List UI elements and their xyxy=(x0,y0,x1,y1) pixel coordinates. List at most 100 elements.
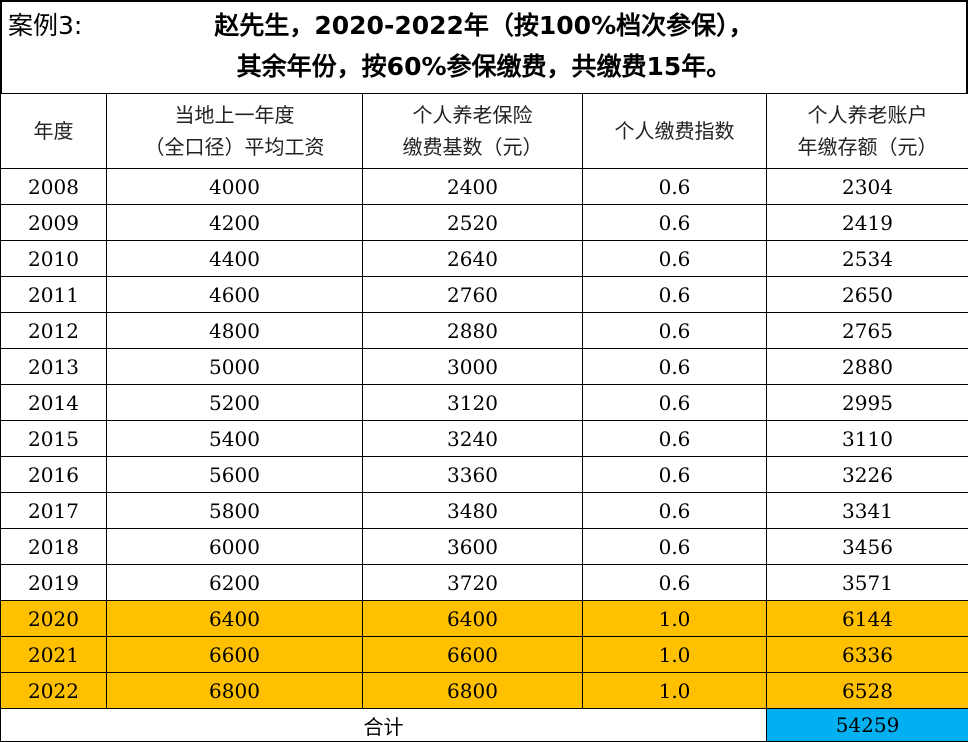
cell-contribution-index: 1.0 xyxy=(583,601,767,637)
cell-contribution-base: 6800 xyxy=(363,673,583,709)
cell-contribution-index: 1.0 xyxy=(583,673,767,709)
cell-annual-deposit: 3456 xyxy=(767,529,968,565)
header-year-label: 年度 xyxy=(1,115,106,147)
cell-annual-deposit: 2880 xyxy=(767,349,968,385)
cell-contribution-index: 0.6 xyxy=(583,457,767,493)
title-line-1: 赵先生，2020-2022年（按100%档次参保）， xyxy=(2,6,966,42)
header-deposit-line1: 个人养老账户 xyxy=(767,99,968,131)
header-contribution-index: 个人缴费指数 xyxy=(583,94,767,169)
cell-year: 2021 xyxy=(1,637,107,673)
cell-annual-deposit: 3341 xyxy=(767,493,968,529)
cell-annual-deposit: 3571 xyxy=(767,565,968,601)
cell-avg-wage: 5600 xyxy=(107,457,363,493)
header-year: 年度 xyxy=(1,94,107,169)
cell-avg-wage: 4400 xyxy=(107,241,363,277)
cell-annual-deposit: 2534 xyxy=(767,241,968,277)
cell-avg-wage: 6600 xyxy=(107,637,363,673)
cell-contribution-index: 0.6 xyxy=(583,385,767,421)
cell-contribution-index: 0.6 xyxy=(583,565,767,601)
cell-avg-wage: 5200 xyxy=(107,385,363,421)
cell-avg-wage: 6400 xyxy=(107,601,363,637)
cell-contribution-index: 0.6 xyxy=(583,277,767,313)
cell-year: 2013 xyxy=(1,349,107,385)
cell-contribution-base: 3600 xyxy=(363,529,583,565)
cell-year: 2020 xyxy=(1,601,107,637)
cell-contribution-index: 0.6 xyxy=(583,241,767,277)
cell-annual-deposit: 3110 xyxy=(767,421,968,457)
cell-year: 2019 xyxy=(1,565,107,601)
header-avg-wage-line1: 当地上一年度 xyxy=(107,99,362,131)
cell-annual-deposit: 6144 xyxy=(767,601,968,637)
cell-annual-deposit: 6528 xyxy=(767,673,968,709)
cell-avg-wage: 5800 xyxy=(107,493,363,529)
cell-avg-wage: 4000 xyxy=(107,169,363,205)
cell-annual-deposit: 2765 xyxy=(767,313,968,349)
cell-contribution-base: 2400 xyxy=(363,169,583,205)
table-footer-row: 合计 54259 xyxy=(1,709,968,742)
cell-contribution-index: 0.6 xyxy=(583,493,767,529)
cell-contribution-base: 3000 xyxy=(363,349,583,385)
cell-contribution-base: 2880 xyxy=(363,313,583,349)
page: 案例3: 赵先生，2020-2022年（按100%档次参保）， 其余年份，按60… xyxy=(0,0,968,709)
cell-avg-wage: 4600 xyxy=(107,277,363,313)
cell-avg-wage: 6800 xyxy=(107,673,363,709)
title-box: 案例3: 赵先生，2020-2022年（按100%档次参保）， 其余年份，按60… xyxy=(0,0,968,94)
cell-year: 2014 xyxy=(1,385,107,421)
header-annual-deposit: 个人养老账户 年缴存额（元） xyxy=(767,94,968,169)
pension-table: 年度 当地上一年度 （全口径）平均工资 个人养老保险 缴费基数（元） 个人缴费指… xyxy=(0,93,968,742)
cell-contribution-base: 3120 xyxy=(363,385,583,421)
cell-annual-deposit: 2304 xyxy=(767,169,968,205)
cell-contribution-index: 0.6 xyxy=(583,313,767,349)
cell-year: 2017 xyxy=(1,493,107,529)
cell-contribution-index: 1.0 xyxy=(583,637,767,673)
cell-contribution-index: 0.6 xyxy=(583,421,767,457)
cell-annual-deposit: 2419 xyxy=(767,205,968,241)
cell-contribution-index: 0.6 xyxy=(583,205,767,241)
cell-avg-wage: 4800 xyxy=(107,313,363,349)
cell-contribution-base: 3360 xyxy=(363,457,583,493)
cell-annual-deposit: 2995 xyxy=(767,385,968,421)
cell-contribution-base: 3480 xyxy=(363,493,583,529)
cell-contribution-index: 0.6 xyxy=(583,169,767,205)
cell-contribution-base: 6600 xyxy=(363,637,583,673)
cell-contribution-base: 3720 xyxy=(363,565,583,601)
cell-year: 2011 xyxy=(1,277,107,313)
cell-contribution-base: 6400 xyxy=(363,601,583,637)
header-index-label: 个人缴费指数 xyxy=(583,115,766,147)
cell-avg-wage: 6200 xyxy=(107,565,363,601)
cell-year: 2018 xyxy=(1,529,107,565)
table-header-row: 年度 当地上一年度 （全口径）平均工资 个人养老保险 缴费基数（元） 个人缴费指… xyxy=(1,94,968,169)
header-base-line1: 个人养老保险 xyxy=(363,99,582,131)
cell-year: 2016 xyxy=(1,457,107,493)
cell-annual-deposit: 3226 xyxy=(767,457,968,493)
cell-year: 2012 xyxy=(1,313,107,349)
cell-year: 2010 xyxy=(1,241,107,277)
cell-contribution-index: 0.6 xyxy=(583,349,767,385)
cell-annual-deposit: 2650 xyxy=(767,277,968,313)
header-avg-wage-line2: （全口径）平均工资 xyxy=(107,131,362,163)
header-deposit-line2: 年缴存额（元） xyxy=(767,131,968,163)
cell-avg-wage: 6000 xyxy=(107,529,363,565)
cell-year: 2008 xyxy=(1,169,107,205)
header-base-line2: 缴费基数（元） xyxy=(363,131,582,163)
cell-contribution-base: 3240 xyxy=(363,421,583,457)
title-line-2: 其余年份，按60%参保缴费，共缴费15年。 xyxy=(2,47,966,83)
total-label: 合计 xyxy=(1,709,767,742)
cell-year: 2015 xyxy=(1,421,107,457)
cell-annual-deposit: 6336 xyxy=(767,637,968,673)
cell-contribution-base: 2640 xyxy=(363,241,583,277)
